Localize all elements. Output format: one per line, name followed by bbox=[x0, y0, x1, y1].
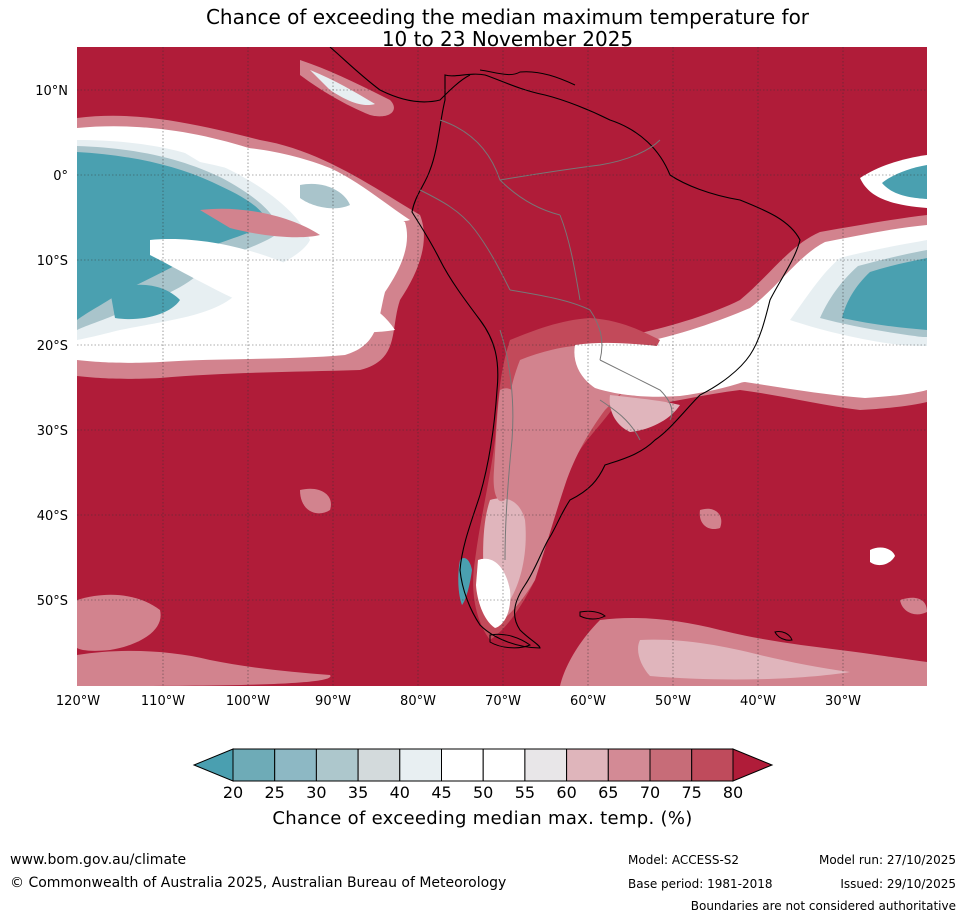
south-georgia bbox=[774, 631, 793, 641]
pacific-very-cool-zone-2 bbox=[110, 284, 180, 320]
colorbar-seg-20-25 bbox=[232, 748, 276, 782]
south-ocean-pink-1 bbox=[77, 594, 161, 651]
colorbar-seg-35-40 bbox=[357, 748, 401, 782]
lat-label-10n: 10°N bbox=[35, 84, 68, 99]
pacific-northern-streak bbox=[180, 146, 410, 222]
lon-label-100w: 100°W bbox=[226, 694, 270, 709]
chile-coast-pink bbox=[493, 388, 519, 502]
land-neutral-brazil bbox=[574, 342, 760, 397]
colorbar-seg-75-80 bbox=[691, 748, 734, 782]
gridlines bbox=[77, 47, 927, 686]
colorbar-seg-60-65 bbox=[566, 748, 609, 782]
footer-base-period: Base period: 1981-2018 bbox=[628, 877, 773, 891]
falkland-islands bbox=[579, 610, 606, 620]
lon-label-120w: 120°W bbox=[56, 694, 100, 709]
colorbar-seg-50-55 bbox=[482, 748, 526, 782]
south-ocean-white bbox=[870, 547, 895, 566]
colorbar-label-60: 60 bbox=[556, 783, 577, 802]
colorbar-label-75: 75 bbox=[681, 783, 702, 802]
chile-cool-strip bbox=[458, 558, 472, 605]
colorbar-label-55: 55 bbox=[514, 783, 536, 802]
south-ocean-pink-2 bbox=[77, 650, 331, 686]
pink-blob-2 bbox=[699, 508, 722, 530]
colorbar-seg-40-45 bbox=[399, 748, 442, 782]
colorbar-seg-65-70 bbox=[607, 748, 651, 782]
colorbar bbox=[192, 748, 774, 782]
land-neutral-patagonia bbox=[476, 558, 511, 628]
colorbar-seg-30-35 bbox=[315, 748, 359, 782]
lon-label-90w: 90°W bbox=[315, 694, 351, 709]
atlantic-very-cool-zone bbox=[842, 258, 927, 330]
colorbar-label-80: 80 bbox=[722, 783, 744, 802]
lon-label-110w: 110°W bbox=[141, 694, 185, 709]
map-title-line2: 10 to 23 November 2025 bbox=[381, 27, 634, 51]
colorbar-label-25: 25 bbox=[264, 783, 285, 802]
footer-model-run: Model run: 27/10/2025 bbox=[818, 853, 956, 867]
colorbar-label-20: 20 bbox=[222, 783, 244, 802]
colorbar-seg-55-60 bbox=[524, 748, 568, 782]
south-ocean-light-3 bbox=[638, 639, 850, 680]
central-america-coastline bbox=[329, 47, 471, 103]
pacific-streak-1 bbox=[150, 239, 395, 333]
lon-label-40w: 40°W bbox=[740, 694, 776, 709]
colorbar-title: Chance of exceeding median max. temp. (%… bbox=[0, 808, 965, 829]
colorbar-label-70: 70 bbox=[639, 783, 661, 802]
footer-disclaimer: Boundaries are not considered authoritat… bbox=[690, 899, 956, 913]
map-title-line1: Chance of exceeding the median maximum t… bbox=[205, 5, 810, 29]
colorbar-left-extend bbox=[192, 748, 234, 782]
colorbar-label-40: 40 bbox=[389, 783, 410, 802]
lat-label-40s: 40°S bbox=[37, 509, 68, 524]
pacific-very-cool-zone bbox=[77, 152, 268, 320]
colorbar-label-50: 50 bbox=[473, 783, 494, 802]
equator-patch bbox=[300, 183, 350, 209]
lat-label-0: 0° bbox=[53, 169, 68, 184]
lat-label-10s: 10°S bbox=[37, 254, 68, 269]
lon-label-60w: 60°W bbox=[570, 694, 606, 709]
colorbar-label-45: 45 bbox=[431, 783, 452, 802]
colorbar-right-extend bbox=[732, 748, 774, 782]
tierra-del-fuego bbox=[489, 633, 532, 649]
caribbean-coastline bbox=[479, 69, 576, 86]
land-mid-zone bbox=[486, 345, 645, 625]
footer-model: Model: ACCESS-S2 bbox=[628, 853, 740, 867]
footer-copyright: © Commonwealth of Australia 2025, Austra… bbox=[10, 875, 507, 891]
colorbar-seg-25-30 bbox=[274, 748, 317, 782]
atlantic-ne-cool-patch bbox=[882, 165, 927, 199]
colorbar-label-35: 35 bbox=[347, 783, 369, 802]
lat-label-30s: 30°S bbox=[37, 424, 68, 439]
north-streak-2 bbox=[310, 70, 375, 106]
pink-blob-1 bbox=[300, 488, 331, 514]
lon-label-80w: 80°W bbox=[400, 694, 436, 709]
footer-website: www.bom.gov.au/climate bbox=[10, 852, 187, 868]
colorbar-label-30: 30 bbox=[306, 783, 327, 802]
lon-label-70w: 70°W bbox=[485, 694, 521, 709]
map-plot-area bbox=[77, 47, 927, 686]
lon-label-50w: 50°W bbox=[655, 694, 691, 709]
colorbar-label-65: 65 bbox=[598, 783, 619, 802]
footer-issued: Issued: 29/10/2025 bbox=[840, 877, 956, 891]
lon-label-30w: 30°W bbox=[825, 694, 861, 709]
colorbar-seg-45-50 bbox=[441, 748, 484, 782]
lat-label-20s: 20°S bbox=[37, 339, 68, 354]
pink-blob-3 bbox=[900, 597, 927, 615]
country-borders bbox=[419, 119, 673, 561]
pacific-streak-2 bbox=[200, 208, 320, 238]
lat-label-50s: 50°S bbox=[37, 594, 68, 609]
colorbar-seg-70-75 bbox=[649, 748, 693, 782]
land-light-brazil bbox=[609, 395, 680, 432]
colorbar-title-text: Chance of exceeding median max. temp. (%… bbox=[272, 808, 693, 829]
